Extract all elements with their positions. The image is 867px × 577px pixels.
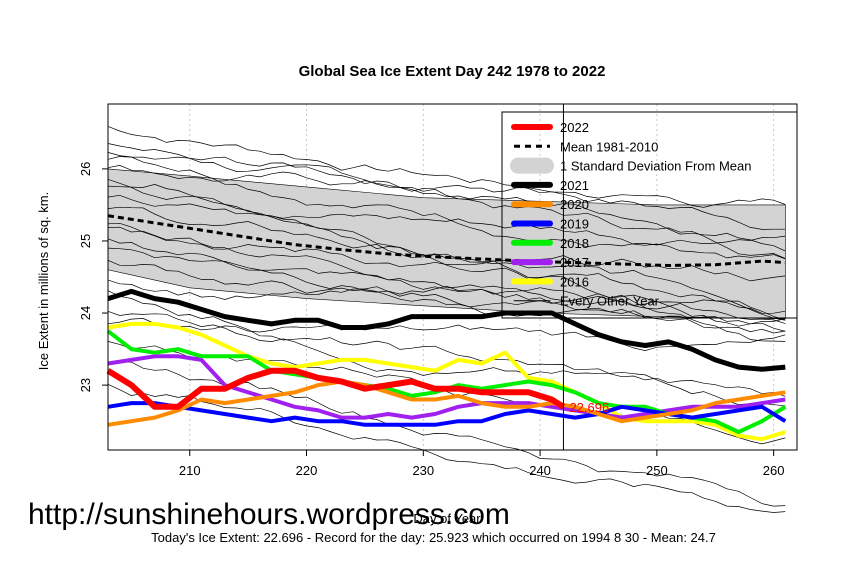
legend-label: 2021 [560, 178, 589, 193]
current-value-label: 22.696 [569, 400, 609, 415]
plot-frame [107, 103, 798, 451]
every-other-year-line [107, 178, 786, 321]
x-tick-label: 220 [296, 463, 318, 478]
chart-title: Global Sea Ice Extent Day 242 1978 to 20… [299, 63, 606, 80]
every-other-year-line [107, 247, 786, 324]
series-line-2020 [107, 379, 786, 427]
series-line-mean-1981-2010 [107, 214, 786, 267]
legend-label: 2020 [560, 197, 589, 212]
legend-label: 2019 [560, 217, 589, 232]
plot-area: 22.696 2022 Mean 1981-2010 1 Standard Devia… [78, 103, 798, 513]
legend-swatch [510, 157, 554, 174]
series-line-2017 [107, 354, 786, 420]
legend-label: Every Other Year [560, 294, 660, 309]
every-other-year-line [107, 143, 786, 259]
x-tick-label: 210 [179, 463, 201, 478]
x-tick-label: 240 [529, 463, 551, 478]
x-tick-label: 230 [412, 463, 434, 478]
legend-label: 2016 [560, 274, 589, 289]
legend-label: 2018 [560, 236, 589, 251]
every-other-year-line [107, 222, 786, 282]
every-other-year-line [107, 156, 786, 252]
every-other-year-line [107, 165, 786, 208]
legend-label: Mean 1981-2010 [560, 139, 658, 154]
every-other-year-line [107, 290, 786, 397]
every-other-year-line [107, 318, 786, 351]
y-tick-label: 24 [78, 306, 93, 320]
every-other-year-line [107, 279, 786, 314]
x-tick-label: 250 [646, 463, 668, 478]
y-tick-label: 23 [78, 378, 93, 392]
every-other-year-line [107, 184, 786, 260]
x-axis-label: Day of Year [413, 511, 481, 526]
every-other-year-line [107, 152, 786, 248]
legend-label: 2022 [560, 120, 589, 135]
footer-summary: Today's Ice Extent: 22.696 - Record for … [151, 530, 716, 545]
series-line-2016 [107, 321, 786, 442]
every-other-year-line [107, 206, 786, 321]
y-tick-label: 25 [78, 234, 93, 248]
every-other-year-line [107, 226, 786, 325]
legend-label: 2017 [560, 255, 589, 270]
every-other-year-line [107, 383, 786, 513]
every-other-year-line [107, 361, 786, 507]
y-tick-label: 26 [78, 162, 93, 176]
x-tick-label: 260 [763, 463, 785, 478]
series-line-2022 [106, 367, 565, 410]
legend-label: 1 Standard Deviation From Mean [560, 159, 751, 174]
watermark-url: http://sunshinehours.wordpress.com [28, 498, 510, 531]
every-other-year-line [107, 238, 786, 332]
series-line-2021 [107, 288, 786, 372]
y-axis-label: Ice Extent in millions of sq. km. [36, 192, 51, 370]
every-other-year-line [107, 259, 786, 334]
every-other-year-line [107, 126, 786, 230]
